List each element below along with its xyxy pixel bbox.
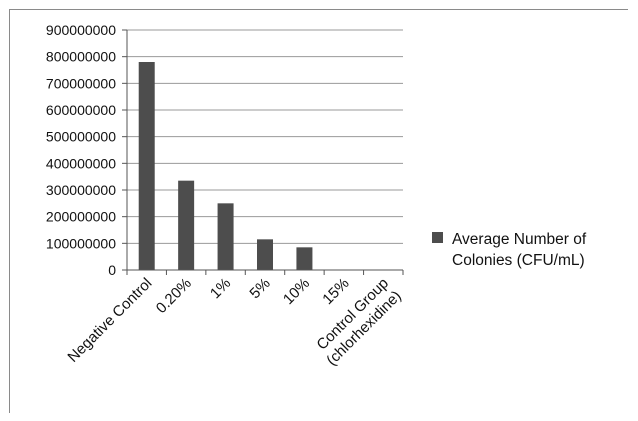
x-category-label: 1% (207, 275, 234, 302)
x-category-line: 5% (246, 275, 273, 302)
y-tick-label: 500000000 (46, 129, 116, 145)
x-category-label: Negative Control (64, 275, 155, 366)
legend-swatch (432, 232, 443, 243)
x-category-line: 0.20% (153, 275, 195, 317)
x-category-label: 10% (280, 275, 313, 308)
legend-label: Average Number of (452, 231, 587, 248)
x-category-label: Control Group(chlorhexidine) (310, 275, 404, 369)
y-tick-label: 100000000 (46, 235, 116, 251)
y-tick-label: 700000000 (46, 75, 116, 91)
bar-3 (217, 203, 234, 270)
bars (138, 62, 313, 270)
y-tick-label: 300000000 (46, 182, 116, 198)
x-category-label: 15% (319, 275, 352, 308)
y-tick-label: 0 (108, 262, 116, 278)
y-tick-label: 600000000 (46, 102, 116, 118)
legend: Average Number of Colonies (CFU/mL) (432, 231, 587, 269)
legend-label: Colonies (CFU/mL) (452, 252, 585, 269)
y-tick-label: 900000000 (46, 22, 116, 38)
bar-4 (257, 239, 273, 270)
gridlines (127, 29, 403, 271)
x-category-label: 5% (246, 275, 273, 302)
x-category-label: 0.20% (153, 275, 195, 317)
bar-5 (296, 247, 313, 270)
x-category-line: Negative Control (64, 275, 155, 366)
x-category-line: 1% (207, 275, 234, 302)
y-tick-label: 200000000 (46, 209, 116, 225)
y-axis-ticks: 0 100000000 200000000 300000000 400000000 500… (46, 22, 127, 278)
bar-2 (178, 180, 195, 270)
y-tick-label: 400000000 (46, 155, 116, 171)
axes (126, 30, 404, 275)
x-category-line: 10% (280, 275, 313, 308)
chart-frame (9, 9, 628, 413)
x-category-line: 15% (319, 275, 352, 308)
y-tick-label: 800000000 (46, 49, 116, 65)
bar-1 (138, 62, 155, 270)
